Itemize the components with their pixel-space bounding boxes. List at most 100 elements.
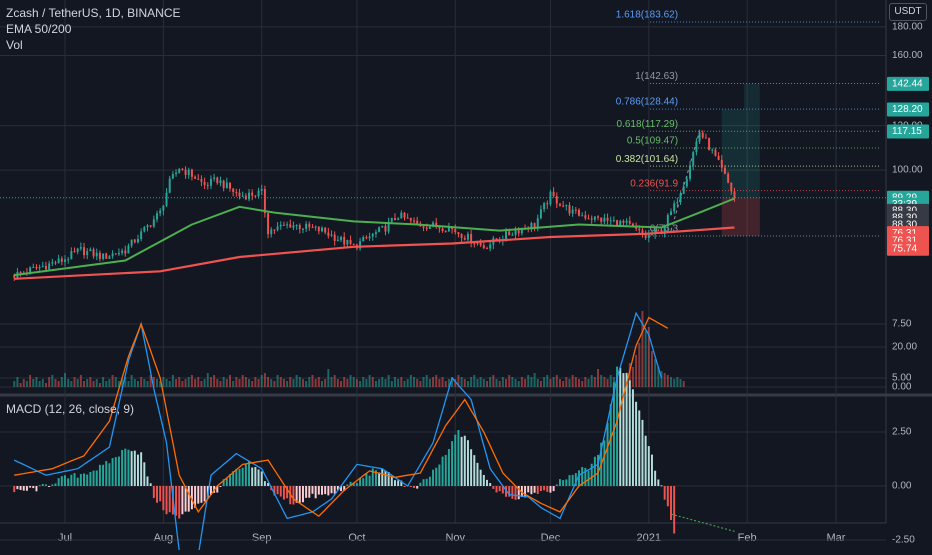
volume-bar [397,379,400,387]
candle-body [54,262,57,264]
candle-body [184,169,187,175]
macd-histogram-bar [536,486,539,494]
macd-histogram-bar [295,486,298,503]
macd-histogram-bar [457,430,460,486]
macd-histogram-bar [435,467,438,486]
macd-histogram-bar [83,473,86,486]
volume-bar [578,379,580,387]
candle-body [343,236,346,245]
candle-body [143,227,146,232]
candle-body [273,229,276,231]
macd-histogram-bar [51,484,54,486]
macd-histogram-bar [635,401,638,486]
vol-legend[interactable]: Vol [6,38,23,52]
candle-body [197,178,200,180]
candle-body [517,230,520,234]
candle-body [590,218,593,220]
macd-histogram-bar [73,473,76,486]
volume-bar [178,377,181,387]
macd-histogram-bar [330,486,333,494]
candle-body [438,227,441,229]
candle-body [600,217,603,222]
volume-bar [105,381,108,387]
candle-body [466,233,469,240]
candle-body [346,239,349,245]
candle-body [229,182,231,189]
candle-body [225,182,228,189]
volume-bar [679,379,682,387]
candle-body [416,220,419,224]
macd-histogram-bar [32,486,35,489]
macd-histogram-bar [641,419,644,486]
volume-bar [267,377,270,387]
candle-body [60,258,63,262]
macd-histogram-bar [70,474,73,486]
volume-bar [117,381,120,387]
volume-bar [279,377,282,387]
volume-tick-label: 20.00 [892,342,917,353]
macd-line [13,311,663,555]
candle-body [654,229,657,235]
macd-histogram-bar [409,486,412,487]
macd-legend[interactable]: MACD (12, 26, close, 9) [6,402,135,416]
candle-body [676,202,679,204]
volume-bar [371,377,374,387]
candle-body [568,205,571,214]
volume-bar [41,379,44,387]
macd-histogram-bar [597,454,600,486]
volume-bar [22,379,25,387]
volume-bar [486,381,488,387]
macd-histogram-bar [371,468,374,486]
candle-body [102,253,105,259]
volume-bar [241,375,244,387]
volume-bar [89,377,92,387]
candle-body [647,234,650,238]
candle-body [460,234,463,239]
macd-histogram-bar [79,474,82,486]
candle-body [555,196,558,204]
volume-bar [54,379,57,387]
volume-bar [524,379,527,387]
candle-body [631,223,634,227]
volume-bar [574,377,577,387]
macd-histogram-bar [133,450,136,486]
macd-histogram-bar [251,467,254,486]
ema-legend[interactable]: EMA 50/200 [6,22,72,36]
volume-bar [225,379,228,387]
volume-bar [454,379,457,387]
volume-bar [327,369,330,387]
macd-histogram-bar [86,474,89,486]
candle-body [701,132,704,138]
candle-body [349,239,352,244]
candle-body [248,192,251,200]
price-badge-label: 88.30 [892,212,917,223]
candle-body [511,234,514,236]
candle-body [587,218,590,220]
macd-histogram-bar [555,484,558,486]
macd-histogram-bar [670,486,672,520]
volume-bar [25,381,28,387]
volume-bar [343,377,346,387]
candle-body [298,224,301,230]
candle-body [638,228,641,231]
price-badge [887,241,929,256]
macd-histogram-bar [292,486,295,505]
volume-bar [248,379,251,387]
macd-histogram-bar [92,470,95,486]
volume-bar [447,379,450,387]
volume-bar [555,375,558,387]
volume-bar [362,377,365,387]
volume-bar [260,375,263,387]
currency-badge[interactable]: USDT [889,3,927,21]
candle-body [67,259,70,261]
candle-body [612,220,615,222]
macd-histogram-bar [184,486,187,512]
volume-bar [606,379,609,387]
fib-level-label: 0.236(91.9 [630,178,678,189]
candle-body [670,211,672,216]
candle-body [203,181,206,186]
volume-bar [168,381,171,387]
candle-body [254,195,257,197]
